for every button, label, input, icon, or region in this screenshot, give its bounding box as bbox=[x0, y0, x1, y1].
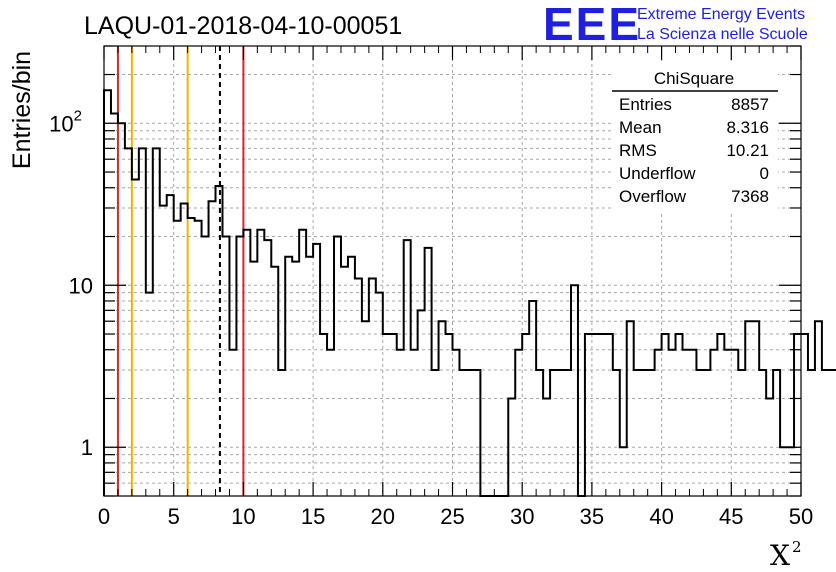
x-tick-label: 50 bbox=[789, 504, 813, 529]
stats-label: Overflow bbox=[619, 187, 687, 206]
x-tick-label: 15 bbox=[301, 504, 325, 529]
stats-rows: Entries 8857 Mean 8.316 RMS 10.21 Underflow 0 Ov… bbox=[619, 95, 769, 206]
stats-value: 10.21 bbox=[726, 141, 769, 160]
y-tick-exponent: 2 bbox=[74, 107, 82, 124]
logo-line-2: La Scienza nelle Scuole bbox=[637, 26, 808, 43]
x-tick-label: 25 bbox=[440, 504, 464, 529]
stats-value: 8857 bbox=[731, 95, 769, 114]
stats-value: 8.316 bbox=[726, 118, 769, 137]
stats-label: RMS bbox=[619, 141, 657, 160]
y-tick-base: 1 bbox=[81, 435, 93, 460]
y-tick-label: 102 bbox=[49, 107, 82, 136]
histogram-series bbox=[103, 89, 836, 497]
logo-line-1: Extreme Energy Events bbox=[637, 6, 805, 23]
y-tick-label: 10 bbox=[69, 273, 93, 298]
x-tick-label: 40 bbox=[649, 504, 673, 529]
stats-value: 0 bbox=[760, 164, 769, 183]
y-tick-base: 10 bbox=[49, 111, 73, 136]
x-tick-label: 10 bbox=[231, 504, 255, 529]
stats-box: ChiSquare Entries 8857 Mean 8.316 RMS 10.21 Un… bbox=[612, 64, 778, 212]
stats-label: Entries bbox=[619, 95, 672, 114]
y-tick-base: 10 bbox=[69, 273, 93, 298]
x-tick-label: 5 bbox=[168, 504, 180, 529]
y-axis-label: Entries/bin bbox=[8, 51, 36, 169]
axis-ticks bbox=[103, 45, 802, 497]
x-tick-label: 30 bbox=[510, 504, 534, 529]
chart-title: LAQU-01-2018-04-10-00051 bbox=[84, 12, 402, 40]
x-tick-label: 20 bbox=[371, 504, 395, 529]
x-tick-labels: 0 5 10 15 20 25 30 35 40 45 50 bbox=[98, 504, 813, 529]
x-axis-label-base: X bbox=[770, 539, 790, 572]
stats-title: ChiSquare bbox=[654, 69, 734, 88]
y-tick-label: 1 bbox=[81, 435, 93, 460]
stats-background bbox=[612, 64, 778, 212]
eee-logo: EEE Extreme Energy Events La Scienza nel… bbox=[543, 0, 808, 50]
x-tick-label: 45 bbox=[719, 504, 743, 529]
stats-label: Mean bbox=[619, 118, 662, 137]
reference-lines bbox=[116, 46, 245, 496]
x-tick-label: 35 bbox=[580, 504, 604, 529]
x-axis-label-superscript: 2 bbox=[792, 538, 802, 556]
x-tick-label: 0 bbox=[98, 504, 110, 529]
stats-value: 7368 bbox=[731, 187, 769, 206]
stats-label: Underflow bbox=[619, 164, 696, 183]
logo-letters: EEE bbox=[543, 0, 641, 50]
